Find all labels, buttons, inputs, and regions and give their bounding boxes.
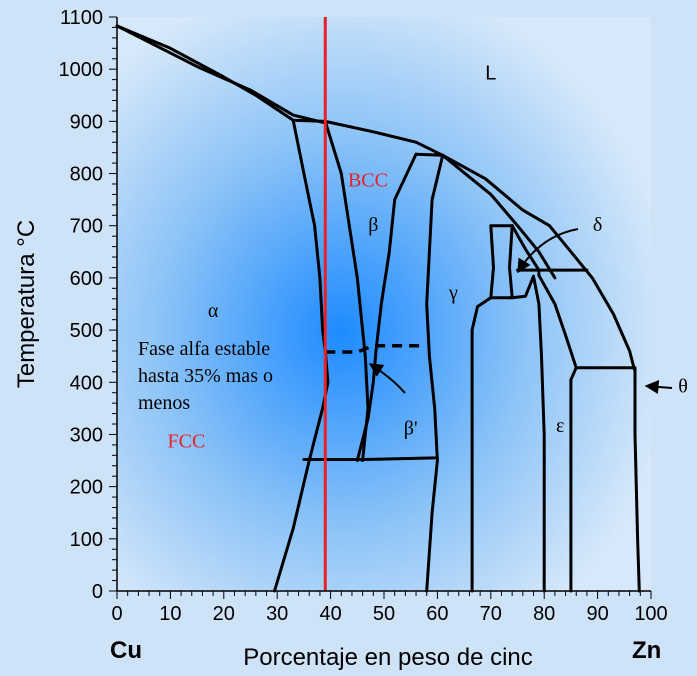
x-tick-label: 0 <box>111 603 122 625</box>
phase-labels: L BCC β δ γ α β' ε FCC θ <box>168 63 688 453</box>
phase-label: δ <box>593 214 602 236</box>
phase-boundary-11 <box>489 224 495 300</box>
y-tick-label: 100 <box>70 529 103 551</box>
phase-boundary-17 <box>510 274 535 300</box>
y-tick-label: 1000 <box>59 59 104 81</box>
phase-label: θ <box>678 376 688 398</box>
annotation-line-2: hasta 35% mas o <box>138 365 273 387</box>
alpha-annotation: Fase alfa estable hasta 35% mas o menos <box>138 338 273 414</box>
phase-boundary-1 <box>115 24 327 125</box>
x-tick-label: 60 <box>426 603 448 625</box>
x-tick-label: 40 <box>319 603 341 625</box>
y-tick-label: 500 <box>70 320 103 342</box>
phase-boundary-21 <box>569 366 578 593</box>
x-tick-label: 100 <box>634 603 667 625</box>
y-tick-label: 800 <box>70 164 103 186</box>
y-axis-title: Temperatura °C <box>13 220 40 388</box>
phase-boundary-15 <box>510 224 541 277</box>
phase-label: ε <box>556 415 564 437</box>
x-tick-label: 90 <box>586 603 608 625</box>
x-tick-label: 80 <box>533 603 555 625</box>
x-tick-label: 70 <box>480 603 502 625</box>
phase-label: β <box>368 214 378 236</box>
phase-label: FCC <box>168 431 206 453</box>
tick-marks <box>109 16 652 599</box>
y-tick-label: 900 <box>70 111 103 133</box>
phase-boundary-4 <box>414 152 445 157</box>
y-tick-labels: 0 100 200 300 400 500 600 700 800 900 1000 1100 <box>59 7 104 603</box>
phase-label: α <box>208 300 219 322</box>
x-tick-label: 30 <box>266 603 288 625</box>
callout-arrows <box>368 228 673 394</box>
phase-boundary-8 <box>425 153 445 593</box>
x-tick-label: 50 <box>373 603 395 625</box>
phase-boundaries <box>115 24 641 593</box>
phase-label: L <box>485 63 496 85</box>
x-tick-label: 10 <box>159 603 181 625</box>
phase-boundary-14 <box>470 296 493 593</box>
phase-boundary-7 <box>355 152 418 462</box>
zn-label: Zn <box>632 637 661 664</box>
beta-prime-transition <box>325 343 422 354</box>
phase-label: β' <box>404 417 418 439</box>
phase-boundary-18 <box>532 274 546 593</box>
annotation-line-1: Fase alfa estable <box>138 338 270 360</box>
y-tick-label: 0 <box>92 581 103 603</box>
phase-boundary-12 <box>508 224 514 300</box>
cu-label: Cu <box>110 637 142 664</box>
delta-callout-arrow <box>517 228 579 274</box>
phase-label: γ <box>448 282 458 304</box>
x-tick-labels: 0 10 20 30 40 50 60 70 80 90 100 <box>111 603 667 625</box>
phase-boundary-6 <box>323 119 370 462</box>
x-tick-label: 20 <box>213 603 235 625</box>
y-tick-label: 600 <box>70 268 103 290</box>
beta-prime-callout-arrow <box>368 363 406 394</box>
theta-callout-arrow <box>644 379 673 394</box>
y-tick-label: 200 <box>70 477 103 499</box>
y-tick-label: 1100 <box>60 7 103 29</box>
phase-label: BCC <box>348 170 388 192</box>
phase-boundary-9 <box>302 456 437 461</box>
phase-boundary-19 <box>537 273 578 370</box>
plot-background <box>117 17 651 591</box>
phase-boundary-22 <box>633 366 641 593</box>
y-tick-label: 700 <box>70 216 103 238</box>
phase-boundary-3 <box>441 153 557 280</box>
y-tick-label: 400 <box>70 372 103 394</box>
y-tick-label: 300 <box>70 424 103 446</box>
phase-boundary-2 <box>441 153 637 374</box>
x-axis-title: Porcentaje en peso de cinc <box>243 644 533 671</box>
beta-prime-dashed-line <box>325 343 422 354</box>
annotation-line-3: menos <box>138 392 190 414</box>
